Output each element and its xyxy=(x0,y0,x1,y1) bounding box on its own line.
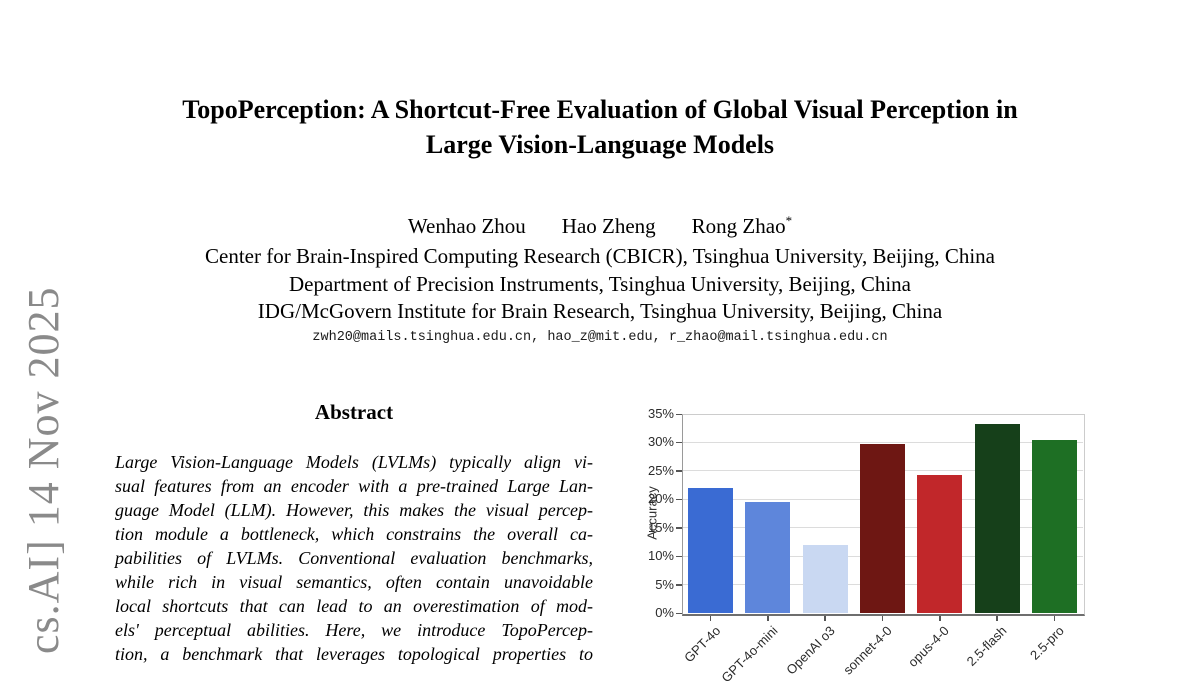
abstract-line: tion module a bottleneck, which constrai… xyxy=(115,524,593,544)
x-tick-label: 2.5-flash xyxy=(963,623,1010,669)
y-tick-mark xyxy=(676,413,682,415)
bar-gpt-4o-mini xyxy=(745,501,791,613)
y-tick-mark xyxy=(676,555,682,558)
bar-gpt-4o xyxy=(688,487,734,613)
y-tick-mark xyxy=(676,498,682,501)
abstract-line: Large Vision-Language Models (LVLMs) typ… xyxy=(115,452,593,472)
author-1: Wenhao Zhou xyxy=(408,213,526,239)
affiliation-2: Department of Precision Instruments, Tsi… xyxy=(288,271,912,296)
abstract-text: Large Vision-Language Models (LVLMs) typ… xyxy=(115,450,593,666)
x-tick-label: GPT-4o xyxy=(680,623,724,666)
bar-sonnet-4-0 xyxy=(860,443,905,613)
bar-opus-4-0 xyxy=(917,474,963,613)
y-tick-label: 10% xyxy=(647,548,674,564)
y-tick-mark xyxy=(676,441,682,444)
abstract-line: sual features from an encoder with a pre… xyxy=(115,476,593,496)
y-tick-mark xyxy=(676,584,682,586)
affiliation-3: IDG/McGovern Institute for Brain Researc… xyxy=(257,299,943,323)
paper-page: { "paper": { "arxiv_stamp": "cs.AI] 14 N… xyxy=(19,92,1140,685)
x-tick-mark xyxy=(881,616,884,621)
author-2-name: Hao Zheng xyxy=(561,214,656,238)
gridline xyxy=(683,441,1083,443)
x-tick-mark xyxy=(996,616,998,621)
x-tick-label: 2.5-pro xyxy=(1027,623,1067,663)
y-tick-label: 5% xyxy=(655,576,674,592)
paper-title: TopoPerception: A Shortcut-Free Evaluati… xyxy=(100,92,1100,162)
y-tick-mark xyxy=(676,470,682,472)
y-tick-mark xyxy=(676,527,682,529)
author-3-name: Rong Zhao xyxy=(691,214,786,238)
author-1-name: Wenhao Zhou xyxy=(407,214,526,238)
x-tick-mark xyxy=(709,616,712,621)
y-tick-mark xyxy=(676,612,682,614)
affiliation-1: Center for Brain-Inspired Computing Rese… xyxy=(205,244,995,268)
author-3: Rong Zhao* xyxy=(692,213,792,239)
y-tick-label: 0% xyxy=(655,605,674,620)
author-emails: zwh20@mails.tsinghua.edu.cn, hao_z@mit.e… xyxy=(312,330,888,345)
authors-line: Wenhao Zhou Hao Zheng Rong Zhao* xyxy=(100,213,1100,239)
x-tick-label: opus-4-0 xyxy=(905,623,953,670)
y-tick-label: 35% xyxy=(647,406,674,421)
x-tick-mark xyxy=(824,616,826,621)
x-tick-mark xyxy=(939,616,941,621)
paper-title-line-1: TopoPerception: A Shortcut-Free Evaluati… xyxy=(182,95,1018,124)
results-bar-chart: Accuracy 0% 5% 10% 15% 20% 25% 30% 35% GPT-4o GPT… xyxy=(630,400,1100,685)
y-tick-label: 30% xyxy=(647,434,674,450)
x-tick-label: GPT-4o-mini xyxy=(718,623,781,685)
bar-openai-o3 xyxy=(802,544,848,613)
author-2: Hao Zheng xyxy=(562,213,656,239)
paper-title-line-2: Large Vision-Language Models xyxy=(425,130,775,159)
x-tick-mark xyxy=(767,616,769,621)
abstract-heading: Abstract xyxy=(314,400,394,424)
abstract-line: tion, a benchmark that leverages topolog… xyxy=(115,644,593,664)
abstract-line: while rich in visual semantics, often co… xyxy=(115,572,593,592)
y-tick-label: 20% xyxy=(647,491,674,507)
arxiv-stamp: cs.AI] 14 Nov 2025 xyxy=(19,286,68,654)
bar-2-5-pro xyxy=(1031,440,1077,613)
abstract-line: pabilities of LVLMs. Conventional evalua… xyxy=(115,548,593,568)
abstract-line: els' perceptual abilities. Here, we intr… xyxy=(115,620,593,640)
y-tick-label: 25% xyxy=(647,462,674,478)
x-tick-label: OpenAI o3 xyxy=(783,623,838,678)
affiliations-block: Center for Brain-Inspired Computing Rese… xyxy=(60,243,1140,326)
bar-2-5-flash xyxy=(974,424,1020,613)
x-tick-label: sonnet-4-0 xyxy=(840,623,896,678)
y-tick-label: 15% xyxy=(647,519,674,535)
abstract-line: guage Model (LLM). However, this makes t… xyxy=(115,500,593,520)
x-tick-mark xyxy=(1053,616,1056,621)
abstract-line: local shortcuts that can lead to an over… xyxy=(115,596,593,616)
author-3-mark: * xyxy=(785,213,793,228)
